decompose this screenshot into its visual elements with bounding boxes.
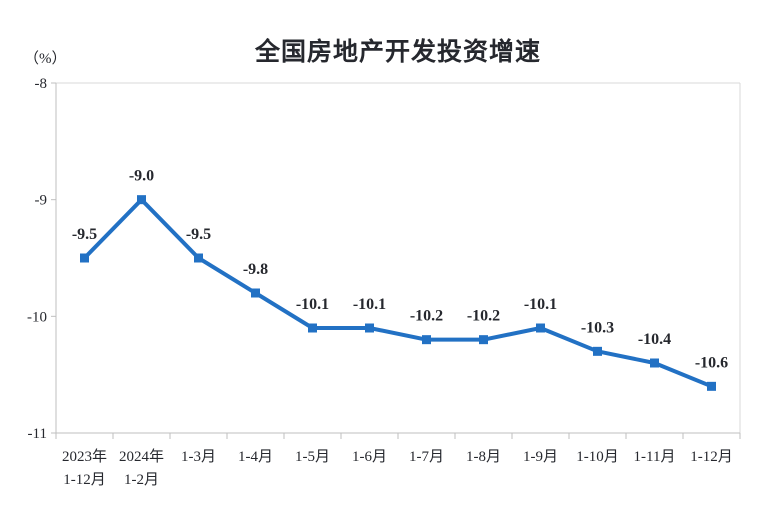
- data-point-marker: [593, 346, 602, 356]
- x-axis-tick-label: 1-9月: [523, 449, 558, 465]
- x-axis-tick-label: 1-10月: [576, 449, 619, 465]
- x-axis-tick-label: 1-7月: [409, 449, 444, 465]
- y-axis-tick-label: -11: [28, 426, 47, 442]
- data-point-label: -10.1: [296, 296, 329, 313]
- x-axis-tick-label: 1-2月: [124, 472, 159, 488]
- data-point-marker: [137, 195, 146, 205]
- x-axis-tick-label: 2023年: [62, 448, 107, 465]
- x-axis-tick-label: 1-3月: [181, 449, 216, 465]
- data-point-marker: [707, 381, 716, 391]
- data-point-label: -9.5: [186, 226, 211, 243]
- data-point-marker: [536, 323, 545, 333]
- data-point-label: -10.2: [467, 308, 500, 325]
- data-point-label: -9.0: [129, 168, 154, 185]
- x-axis-tick-label: 1-11月: [634, 449, 676, 465]
- data-point-marker: [650, 358, 659, 368]
- x-axis-tick-label: 1-8月: [466, 449, 501, 465]
- data-point-label: -10.2: [410, 308, 443, 325]
- x-axis-tick-label: 2024年: [119, 448, 164, 465]
- y-axis-tick-label: -10: [27, 309, 47, 325]
- y-axis-unit-label: （%）: [24, 51, 67, 67]
- data-point-marker: [194, 253, 203, 263]
- data-point-label: -10.6: [695, 354, 728, 371]
- data-point-label: -9.8: [243, 261, 268, 278]
- data-point-label: -10.1: [524, 296, 557, 313]
- x-axis-tick-label: 1-4月: [238, 449, 273, 465]
- data-point-marker: [365, 323, 374, 333]
- x-axis-tick-label: 1-12月: [690, 449, 733, 465]
- chart-title: 全国房地产开发投资增速: [254, 38, 541, 66]
- y-axis-tick-label: -9: [35, 193, 48, 209]
- x-axis-tick-label: 1-12月: [63, 472, 106, 488]
- data-point-label: -9.5: [72, 226, 97, 243]
- x-axis-tick-label: 1-5月: [295, 449, 330, 465]
- data-point-marker: [308, 323, 317, 333]
- data-point-label: -10.1: [353, 296, 386, 313]
- y-axis-tick-label: -8: [35, 76, 48, 92]
- data-point-marker: [479, 335, 488, 345]
- trend-line: [82, 197, 714, 389]
- x-axis-tick-label: 1-6月: [352, 449, 387, 465]
- data-point-label: -10.3: [581, 319, 614, 336]
- data-point-marker: [422, 335, 431, 345]
- data-point-label: -10.4: [638, 331, 671, 348]
- data-point-marker: [80, 253, 89, 263]
- data-point-marker: [251, 288, 260, 298]
